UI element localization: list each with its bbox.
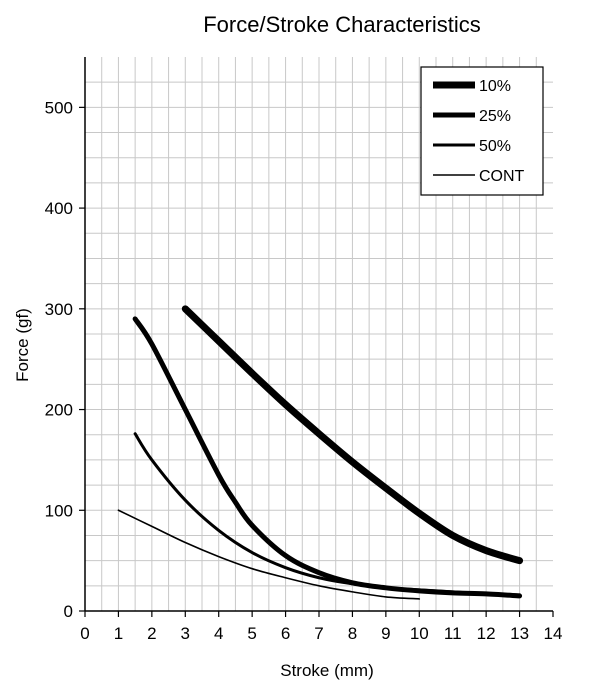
- x-tick-label: 4: [214, 624, 223, 643]
- x-tick-label: 7: [314, 624, 323, 643]
- series-line-50pct: [133, 432, 522, 597]
- x-tick-label: 0: [80, 624, 89, 643]
- series-line-cont: [117, 509, 421, 600]
- x-tick-label: 1: [114, 624, 123, 643]
- y-tick-label: 0: [64, 602, 73, 621]
- y-tick-label: 300: [45, 300, 73, 319]
- y-tick-label: 500: [45, 98, 73, 117]
- x-axis-label: Stroke (mm): [280, 661, 374, 680]
- x-tick-label: 14: [544, 624, 563, 643]
- legend-label: 50%: [479, 138, 511, 155]
- x-tick-label: 9: [381, 624, 390, 643]
- y-tick-label: 400: [45, 199, 73, 218]
- legend: 10% 25% 50% CONT: [420, 66, 544, 196]
- legend-label: 10%: [479, 78, 511, 95]
- series-line-25pct: [132, 316, 523, 599]
- x-tick-label: 3: [181, 624, 190, 643]
- x-tick-label: 12: [477, 624, 496, 643]
- x-tick-label: 6: [281, 624, 290, 643]
- x-tick-label: 5: [247, 624, 256, 643]
- x-tick-label: 11: [444, 624, 462, 643]
- y-axis-label: Force (gf): [13, 308, 32, 382]
- y-tick-label: 100: [45, 501, 73, 520]
- series-lines: [117, 305, 524, 600]
- legend-label: CONT: [479, 168, 525, 185]
- legend-label: 25%: [479, 108, 511, 125]
- x-tick-label: 2: [147, 624, 156, 643]
- y-tick-label: 200: [45, 401, 73, 420]
- x-tick-label: 8: [348, 624, 357, 643]
- x-tick-label: 10: [410, 624, 429, 643]
- series-line-10pct: [181, 305, 524, 565]
- x-tick-label: 13: [510, 624, 529, 643]
- chart-title: Force/Stroke Characteristics: [203, 12, 481, 37]
